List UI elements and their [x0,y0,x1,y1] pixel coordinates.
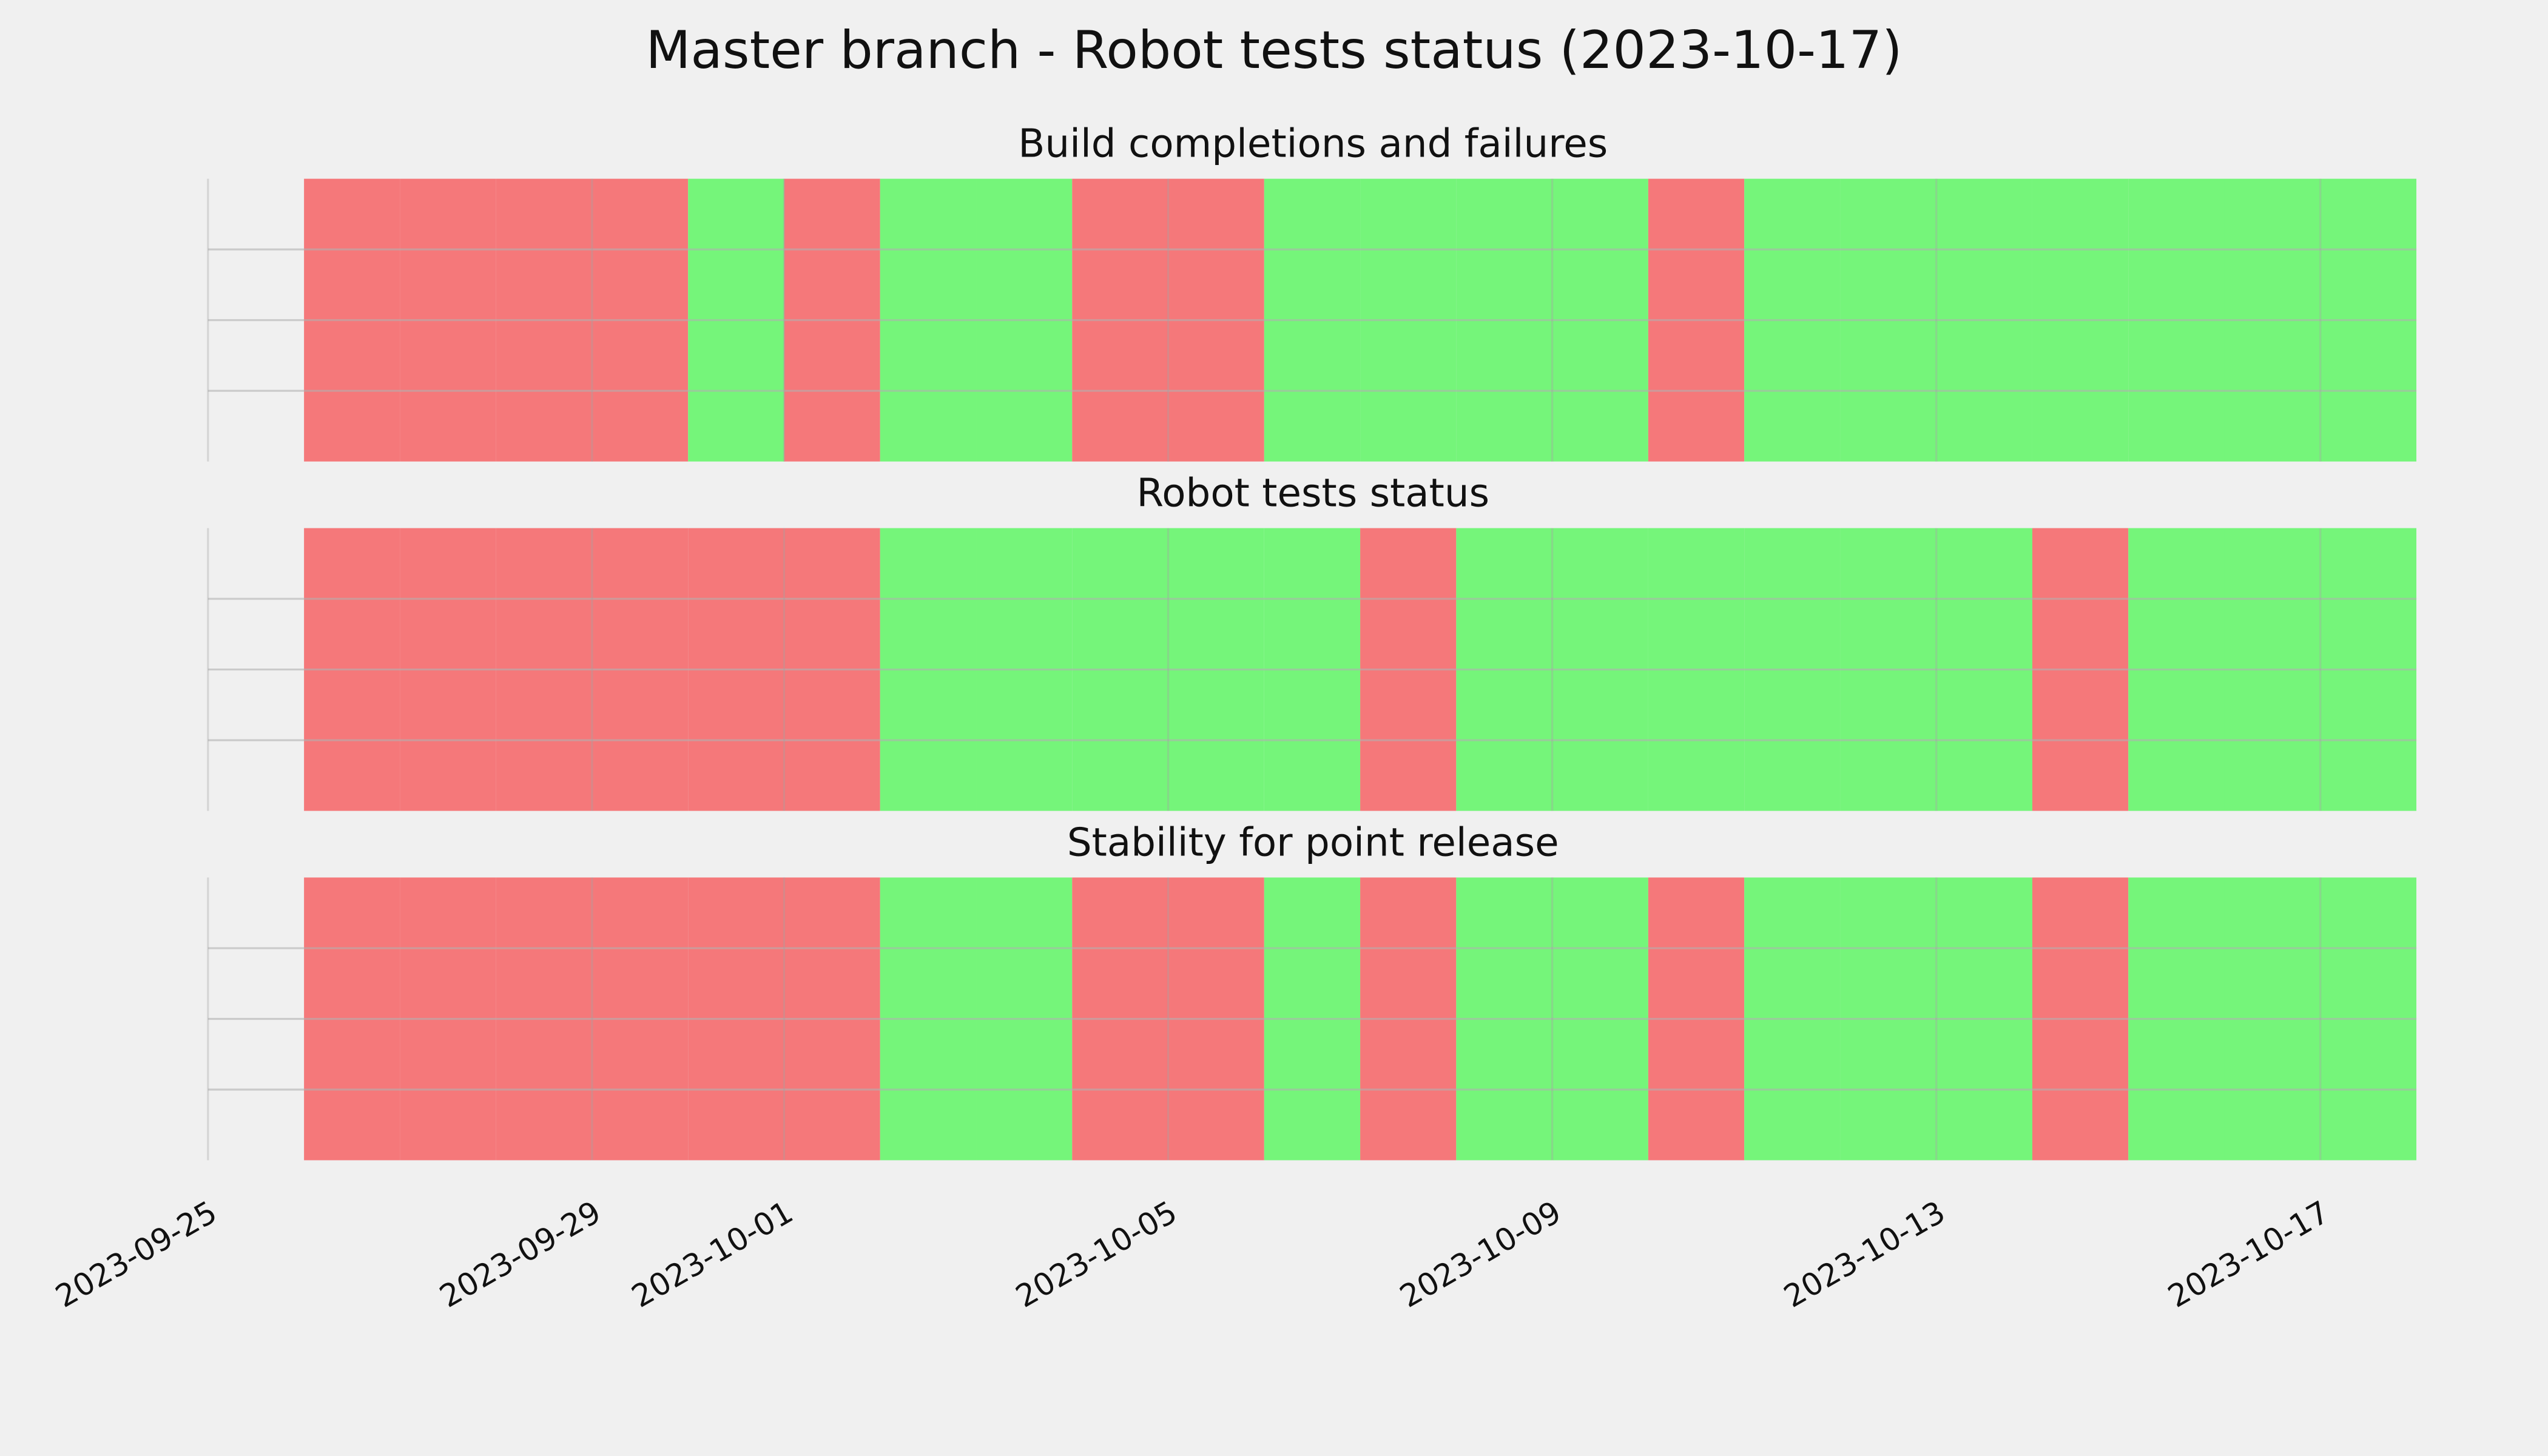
chart-title: Master branch - Robot tests status (2023… [645,20,1902,81]
panel-title: Build completions and failures [1018,121,1608,167]
panel-title: Robot tests status [1136,471,1489,516]
panel-title: Stability for point release [1067,820,1559,865]
